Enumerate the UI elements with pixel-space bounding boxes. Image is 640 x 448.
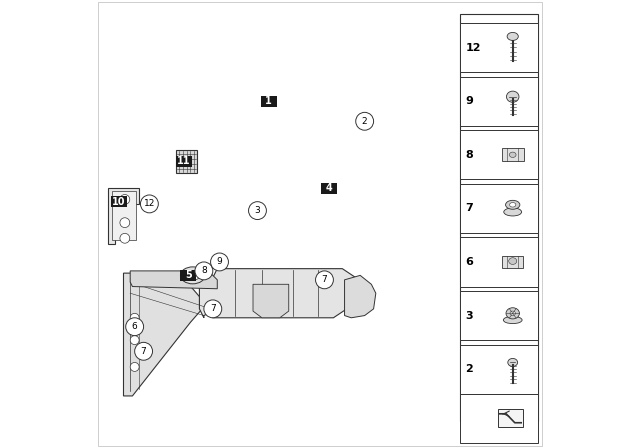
Text: 12: 12 xyxy=(144,199,155,208)
Bar xyxy=(460,14,538,421)
Text: 3: 3 xyxy=(465,310,473,321)
Text: 490716: 490716 xyxy=(483,432,519,443)
Bar xyxy=(176,156,192,167)
Bar xyxy=(180,270,196,281)
Circle shape xyxy=(130,336,139,345)
Ellipse shape xyxy=(508,358,518,366)
Text: 5: 5 xyxy=(185,270,191,280)
Bar xyxy=(260,96,276,107)
Text: 11: 11 xyxy=(177,156,191,167)
Text: 8: 8 xyxy=(465,150,473,160)
Text: 9: 9 xyxy=(216,258,222,267)
Bar xyxy=(460,77,538,126)
Bar xyxy=(502,148,524,161)
Bar xyxy=(460,291,538,340)
Circle shape xyxy=(125,318,143,336)
Polygon shape xyxy=(200,269,356,318)
Polygon shape xyxy=(253,284,289,318)
Polygon shape xyxy=(108,188,139,244)
Bar xyxy=(460,23,538,72)
Ellipse shape xyxy=(510,311,515,315)
Text: 8: 8 xyxy=(201,267,207,276)
Text: 2: 2 xyxy=(362,117,367,126)
Text: 9: 9 xyxy=(465,96,473,106)
Bar xyxy=(460,184,538,233)
Ellipse shape xyxy=(509,258,516,264)
Circle shape xyxy=(195,262,213,280)
Bar xyxy=(111,196,127,207)
Ellipse shape xyxy=(503,316,522,323)
Polygon shape xyxy=(176,151,197,172)
Circle shape xyxy=(130,362,139,371)
Text: 1: 1 xyxy=(265,96,272,106)
Bar xyxy=(497,409,524,427)
Ellipse shape xyxy=(509,152,516,157)
Circle shape xyxy=(248,202,266,220)
Circle shape xyxy=(130,313,139,322)
Circle shape xyxy=(204,300,221,318)
Ellipse shape xyxy=(506,308,520,319)
Circle shape xyxy=(316,271,333,289)
Ellipse shape xyxy=(180,267,205,284)
Circle shape xyxy=(134,342,152,360)
Circle shape xyxy=(120,233,130,243)
Text: 12: 12 xyxy=(465,43,481,52)
Bar xyxy=(502,256,524,268)
Polygon shape xyxy=(130,271,217,289)
Text: 7: 7 xyxy=(141,347,147,356)
Bar xyxy=(460,394,538,443)
Text: 7: 7 xyxy=(321,276,327,284)
Polygon shape xyxy=(124,273,206,396)
Text: 10: 10 xyxy=(112,197,126,207)
Bar xyxy=(460,237,538,287)
Bar xyxy=(460,345,538,394)
Circle shape xyxy=(120,194,130,204)
Text: 7: 7 xyxy=(210,304,216,313)
Circle shape xyxy=(211,253,228,271)
Ellipse shape xyxy=(509,202,516,207)
Ellipse shape xyxy=(186,271,200,280)
Text: 7: 7 xyxy=(465,203,473,213)
Bar xyxy=(321,183,337,194)
Polygon shape xyxy=(113,190,136,240)
Ellipse shape xyxy=(507,32,518,40)
Circle shape xyxy=(356,112,374,130)
Circle shape xyxy=(140,195,158,213)
Text: 6: 6 xyxy=(132,322,138,331)
Polygon shape xyxy=(344,276,376,318)
Ellipse shape xyxy=(506,200,520,209)
Circle shape xyxy=(120,218,130,228)
Ellipse shape xyxy=(504,208,522,216)
Text: 6: 6 xyxy=(465,257,473,267)
Bar xyxy=(460,130,538,179)
Text: 4: 4 xyxy=(326,183,332,193)
Text: 2: 2 xyxy=(465,364,473,374)
Text: 3: 3 xyxy=(255,206,260,215)
Ellipse shape xyxy=(506,91,519,102)
